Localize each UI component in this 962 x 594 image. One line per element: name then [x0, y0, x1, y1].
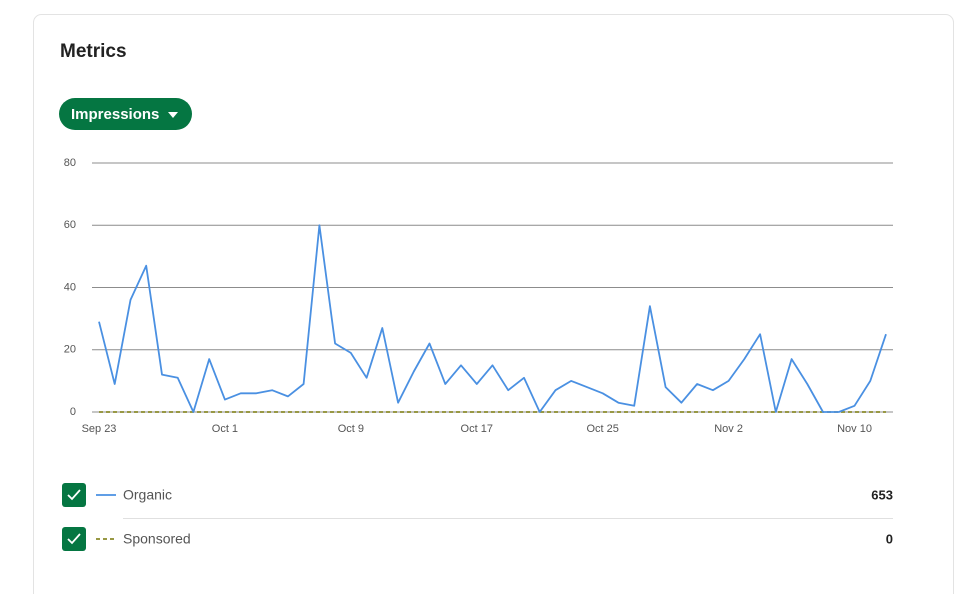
checkbox-check[interactable] — [67, 533, 81, 545]
checkbox-box[interactable] — [62, 527, 86, 551]
x-tick-label: Nov 10 — [837, 423, 872, 435]
y-tick-label: 0 — [70, 406, 76, 418]
legend: Organic 653 Sponsored 0 — [62, 483, 893, 551]
x-tick-label: Sep 23 — [82, 423, 117, 435]
y-tick-label: 40 — [64, 281, 76, 293]
series-total: 653 — [871, 487, 893, 502]
card-title: Metrics — [60, 41, 127, 62]
x-tick-label: Nov 2 — [714, 423, 743, 435]
y-tick-label: 60 — [64, 219, 76, 231]
y-tick-label: 20 — [64, 344, 76, 356]
x-tick-label: Oct 17 — [461, 423, 493, 435]
series-checkbox[interactable] — [62, 483, 86, 507]
x-tick-label: Oct 25 — [586, 423, 618, 435]
y-tick-label: 80 — [64, 157, 76, 169]
legend-label: Sponsored — [123, 531, 191, 547]
checkbox-check[interactable] — [67, 489, 81, 501]
x-tick-label: Oct 1 — [212, 423, 238, 435]
series-line — [98, 224, 887, 413]
dropdown-caret[interactable] — [168, 112, 178, 118]
series-total: 0 — [886, 531, 893, 546]
dropdown-background[interactable] — [59, 98, 192, 130]
series-checkbox[interactable] — [62, 527, 86, 551]
legend-label: Organic — [123, 487, 172, 503]
card-border — [33, 14, 954, 594]
impressions-dropdown[interactable]: Impressions — [59, 98, 192, 130]
x-tick-label: Oct 9 — [338, 423, 364, 435]
checkbox-box[interactable] — [62, 483, 86, 507]
dropdown-label[interactable]: Impressions — [71, 106, 159, 123]
chart: 0 20 40 60 80 Sep 23 Oct 1 Oct 9 Oct 17 Oct 25 Nov… — [64, 157, 893, 435]
